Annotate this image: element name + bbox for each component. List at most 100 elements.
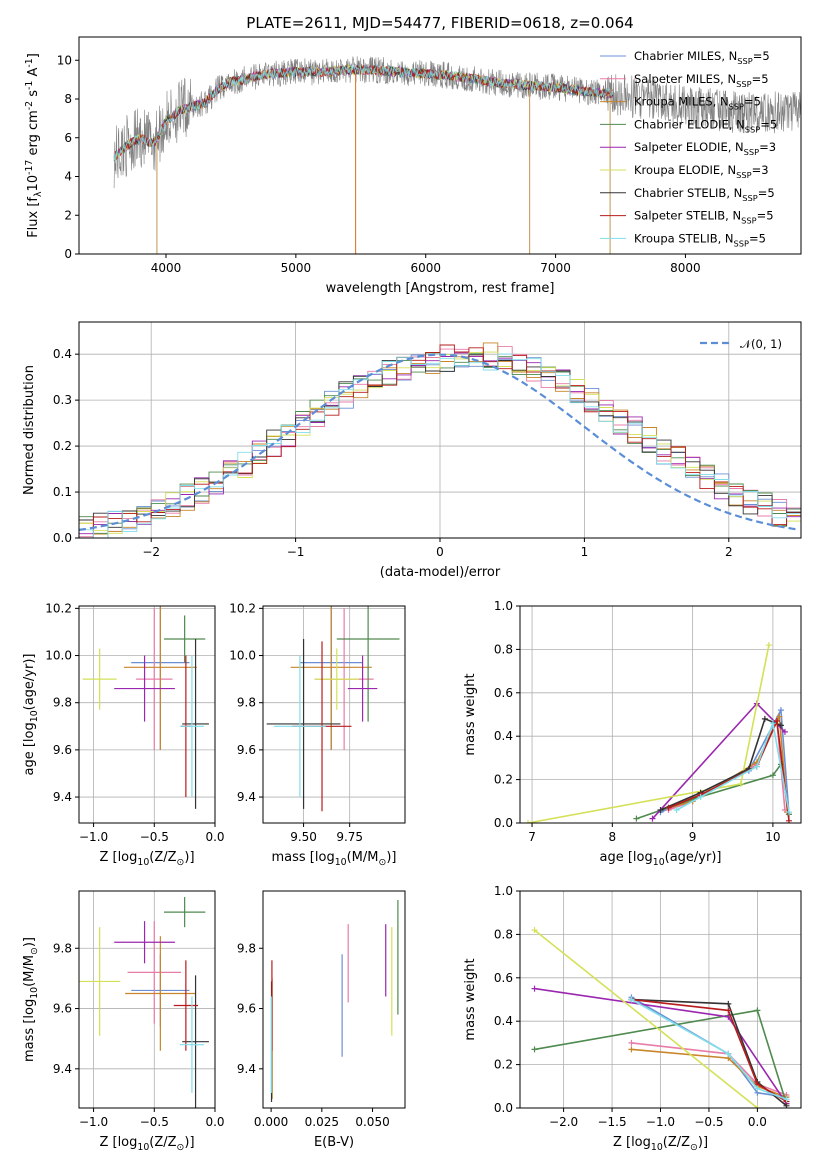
x-tick-label: 5000 [281,261,312,275]
y-tick-label: 9.8 [53,941,72,955]
weight-marker [725,1000,732,1007]
y-tick-label: 9.6 [53,1002,72,1016]
weight-marker [769,772,776,779]
x-axis-label: Z [log10(Z/Z⊙)] [613,1135,708,1153]
y-tick-label: 1.0 [494,884,513,898]
x-axis-label: wavelength [Angstrom, rest frame] [326,281,555,296]
weight-marker [785,809,792,816]
y-tick-label: 0.6 [494,686,513,700]
data-point [79,927,121,1036]
data-point [114,921,175,964]
legend-label: Kroupa STELIB, NSSP=5 [634,231,766,248]
y-tick-label: 0.4 [494,729,513,743]
legend: 𝒩(0, 1) [700,337,782,351]
data-point [173,960,198,1051]
weight-marker [531,927,538,934]
y-tick-label: 10.0 [229,649,256,663]
x-tick-label: −1.0 [79,1115,108,1129]
weight-marker [531,1046,538,1053]
age-vs-mass-panel: 9.50 9.75 9.4 9.6 9.8 10.0 10.2 mass [log10(M/M… [229,601,406,868]
normal-distribution-curve [79,353,799,531]
y-tick-label: 9.6 [237,1002,256,1016]
weight-series-line [660,707,790,815]
data-point [125,936,196,1051]
x-tick-label: 0.0 [205,830,224,844]
y-tick-label: 0.4 [53,347,72,361]
plot-area [79,342,801,538]
y-tick-label: 1.0 [494,599,513,613]
histogram-step [79,344,801,538]
x-axis-label: mass [log10(M/M⊙)] [272,850,397,868]
x-tick-label: 8 [609,830,617,844]
weight-vs-age-panel: 7 8 9 10 0.0 0.2 0.4 0.6 0.8 1.0 age [log10(age/yr… [463,599,802,868]
legend-label: Chabrier ELODIE, NSSP=5 [634,117,777,134]
x-tick-label: 0.0 [205,1115,224,1129]
x-tick-label: −1.5 [597,1115,626,1129]
weight-marker [525,820,532,823]
y-tick-label: 9.6 [237,743,256,757]
y-axis-label: Flux [fλ10-17 erg cm-2 s-1 A-1] [24,53,44,238]
weight-marker [665,804,672,811]
data-point [127,921,181,1024]
weight-marker [531,985,538,992]
y-tick-label: 9.4 [237,790,256,804]
weight-marker [773,718,780,725]
weight-marker [754,1105,761,1108]
y-tick-label: 10 [57,53,72,67]
data-point [182,975,209,1108]
x-tick-label: 0.000 [254,1115,288,1129]
y-axis-label: mass weight [463,673,478,755]
axes-frame [262,890,406,1109]
data-point [314,648,359,710]
x-tick-label: 1 [581,545,589,559]
x-tick-label: 0 [436,545,444,559]
axes-frame [519,605,802,824]
x-axis-label: E(B-V) [314,1135,354,1150]
observed-spectrum [113,56,801,189]
legend-label: Kroupa MILES, NSSP=5 [634,95,761,112]
weight-marker [725,1007,732,1014]
weight-marker [753,763,760,770]
data-point [136,608,173,750]
y-tick-label: 0.2 [494,1058,513,1072]
histogram-step [79,353,801,538]
weight-marker [765,642,772,649]
data-point [266,639,341,809]
x-axis-label: Z [log10(Z/Z⊙)] [99,1135,194,1153]
x-tick-label: −2 [142,545,160,559]
weight-marker [754,1085,761,1092]
x-axis-label: age [log10(age/yr)] [600,850,722,868]
x-tick-label: 9.50 [290,830,317,844]
y-tick-label: 9.4 [53,790,72,804]
x-tick-label: 7 [528,830,536,844]
x-tick-label: −1.0 [79,830,108,844]
weight-marker [776,713,783,720]
y-tick-label: 4 [64,170,72,184]
data-point [179,655,205,798]
plot-area [79,897,209,1108]
data-point [179,996,205,1093]
model-spectrum-line [113,64,614,161]
weight-marker [633,815,640,822]
y-tick-label: 0 [64,247,72,261]
data-point [336,606,400,722]
weight-marker [649,815,656,822]
weight-marker [783,1096,790,1103]
x-tick-label: −1.0 [646,1115,675,1129]
data-point [164,897,206,928]
y-tick-label: 6 [64,131,72,145]
y-axis-label: Normed distribution [22,365,37,495]
weight-marker [769,720,776,727]
y-axis-label: age [log10(age/yr)] [22,654,40,776]
legend-label: Chabrier MILES, NSSP=5 [634,49,770,66]
data-point [347,655,378,722]
x-tick-label: 9 [689,830,697,844]
legend-label: Kroupa ELODIE, NSSP=3 [634,163,769,180]
weight-marker [628,1039,635,1046]
y-tick-label: 10.0 [45,649,72,663]
y-axis-label: mass [log10(M/M⊙)] [22,937,40,1062]
legend-label: Salpeter MILES, NSSP=5 [634,72,769,89]
y-tick-label: 0.1 [53,485,72,499]
histogram-step [79,354,801,528]
weight-marker [761,715,768,722]
